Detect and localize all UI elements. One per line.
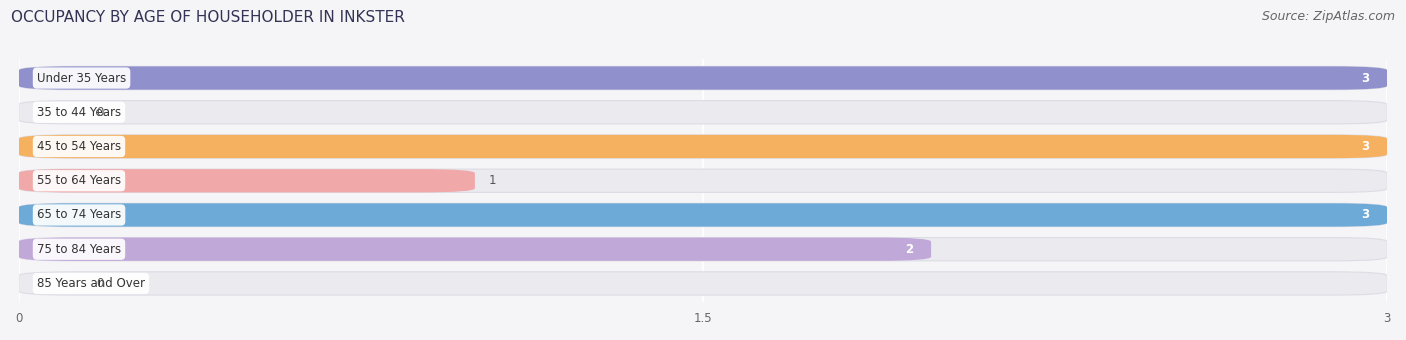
FancyBboxPatch shape bbox=[18, 66, 1388, 90]
Text: 0: 0 bbox=[96, 277, 104, 290]
Text: 3: 3 bbox=[1361, 208, 1369, 221]
Text: 3: 3 bbox=[1361, 71, 1369, 85]
Text: 75 to 84 Years: 75 to 84 Years bbox=[37, 243, 121, 256]
FancyBboxPatch shape bbox=[18, 238, 1388, 261]
Text: 35 to 44 Years: 35 to 44 Years bbox=[37, 106, 121, 119]
Text: 45 to 54 Years: 45 to 54 Years bbox=[37, 140, 121, 153]
FancyBboxPatch shape bbox=[18, 169, 1388, 192]
FancyBboxPatch shape bbox=[18, 101, 1388, 124]
FancyBboxPatch shape bbox=[18, 203, 1388, 227]
Text: 65 to 74 Years: 65 to 74 Years bbox=[37, 208, 121, 221]
FancyBboxPatch shape bbox=[18, 66, 1388, 90]
Text: Source: ZipAtlas.com: Source: ZipAtlas.com bbox=[1261, 10, 1395, 23]
FancyBboxPatch shape bbox=[18, 135, 1388, 158]
Text: 55 to 64 Years: 55 to 64 Years bbox=[37, 174, 121, 187]
Text: 2: 2 bbox=[904, 243, 912, 256]
FancyBboxPatch shape bbox=[18, 203, 1388, 227]
Text: 85 Years and Over: 85 Years and Over bbox=[37, 277, 145, 290]
FancyBboxPatch shape bbox=[18, 238, 931, 261]
FancyBboxPatch shape bbox=[18, 135, 1388, 158]
Text: OCCUPANCY BY AGE OF HOUSEHOLDER IN INKSTER: OCCUPANCY BY AGE OF HOUSEHOLDER IN INKST… bbox=[11, 10, 405, 25]
FancyBboxPatch shape bbox=[18, 169, 475, 192]
FancyBboxPatch shape bbox=[18, 272, 1388, 295]
Text: Under 35 Years: Under 35 Years bbox=[37, 71, 127, 85]
Text: 1: 1 bbox=[488, 174, 496, 187]
Text: 3: 3 bbox=[1361, 140, 1369, 153]
Text: 0: 0 bbox=[96, 106, 104, 119]
